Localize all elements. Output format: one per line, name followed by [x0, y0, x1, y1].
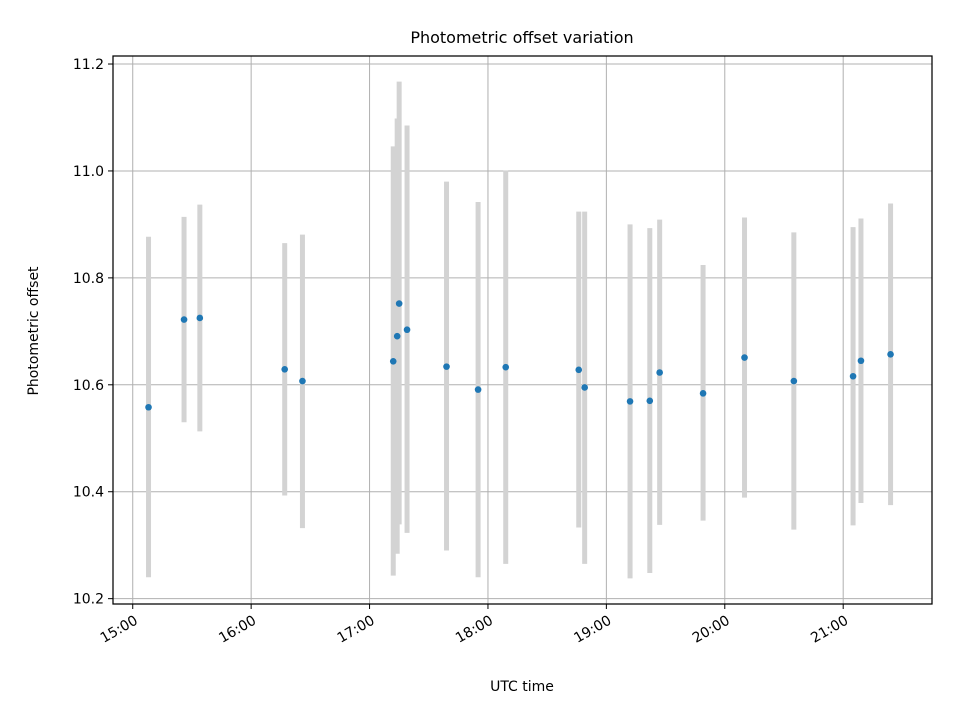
data-point: [741, 354, 748, 361]
data-point: [887, 351, 894, 358]
data-markers: [145, 300, 894, 411]
chart-title: Photometric offset variation: [410, 28, 633, 47]
y-tick-label: 10.6: [73, 378, 104, 394]
data-point: [281, 365, 288, 373]
data-point: [626, 398, 634, 405]
data-point: [393, 332, 401, 340]
data-point: [299, 377, 306, 385]
data-point: [196, 314, 204, 322]
data-point: [857, 357, 865, 365]
data-point: [180, 316, 188, 323]
data-point: [443, 363, 450, 370]
data-point: [575, 366, 583, 374]
data-point: [474, 386, 482, 393]
data-point: [581, 384, 588, 391]
y-tick-label: 11.0: [73, 164, 104, 180]
data-point: [646, 397, 654, 405]
y-tick-label: 10.2: [73, 592, 104, 608]
data-point: [403, 326, 411, 334]
y-axis-label: Photometric offset: [26, 266, 42, 396]
x-axis-label: UTC time: [490, 679, 554, 695]
data-point: [849, 372, 857, 380]
y-tick-label: 10.4: [73, 485, 104, 501]
plot-frame: [112, 55, 933, 605]
data-point: [145, 403, 152, 411]
data-point: [502, 363, 510, 371]
data-point: [656, 369, 663, 376]
data-point: [790, 377, 798, 385]
y-tick-label: 10.8: [73, 271, 104, 287]
y-tick-label: 11.2: [73, 57, 104, 73]
data-point: [699, 390, 707, 397]
data-point: [395, 300, 403, 307]
data-point: [389, 357, 397, 365]
